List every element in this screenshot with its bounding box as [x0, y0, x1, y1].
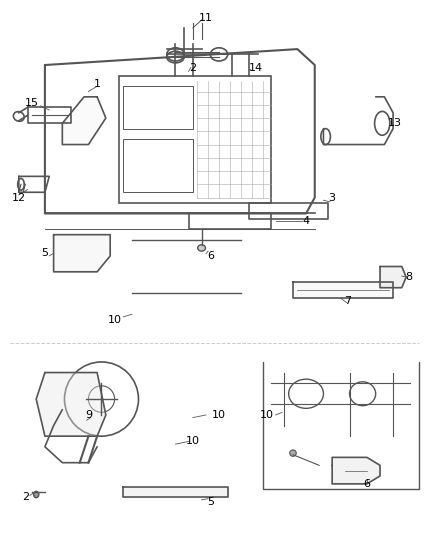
Polygon shape [332, 457, 380, 484]
Ellipse shape [290, 450, 296, 456]
Text: 6: 6 [364, 479, 371, 489]
Text: 7: 7 [344, 296, 351, 306]
Text: 4: 4 [303, 216, 310, 227]
Text: 8: 8 [405, 272, 412, 282]
Text: 2: 2 [189, 63, 197, 72]
Text: 13: 13 [388, 118, 402, 128]
Text: 9: 9 [85, 410, 92, 420]
Text: 10: 10 [186, 437, 200, 447]
Text: 6: 6 [207, 251, 214, 261]
Polygon shape [62, 97, 106, 144]
Ellipse shape [198, 245, 205, 251]
Text: 10: 10 [108, 314, 122, 325]
Ellipse shape [34, 491, 39, 498]
Bar [123, 139, 193, 192]
Polygon shape [123, 487, 228, 497]
Text: 11: 11 [199, 13, 213, 23]
Polygon shape [293, 282, 393, 298]
Text: 14: 14 [249, 63, 263, 72]
Text: 5: 5 [42, 248, 49, 259]
Text: 2: 2 [22, 492, 29, 502]
Text: 5: 5 [207, 497, 214, 507]
Polygon shape [380, 266, 406, 288]
Text: 10: 10 [260, 410, 274, 420]
Text: 1: 1 [94, 78, 101, 88]
Text: 12: 12 [12, 192, 26, 203]
Bar [119, 76, 271, 203]
Text: 15: 15 [25, 98, 39, 108]
Bar [123, 86, 193, 128]
Polygon shape [36, 373, 106, 436]
Text: 10: 10 [212, 410, 226, 420]
Text: 3: 3 [328, 192, 336, 203]
Polygon shape [53, 235, 110, 272]
